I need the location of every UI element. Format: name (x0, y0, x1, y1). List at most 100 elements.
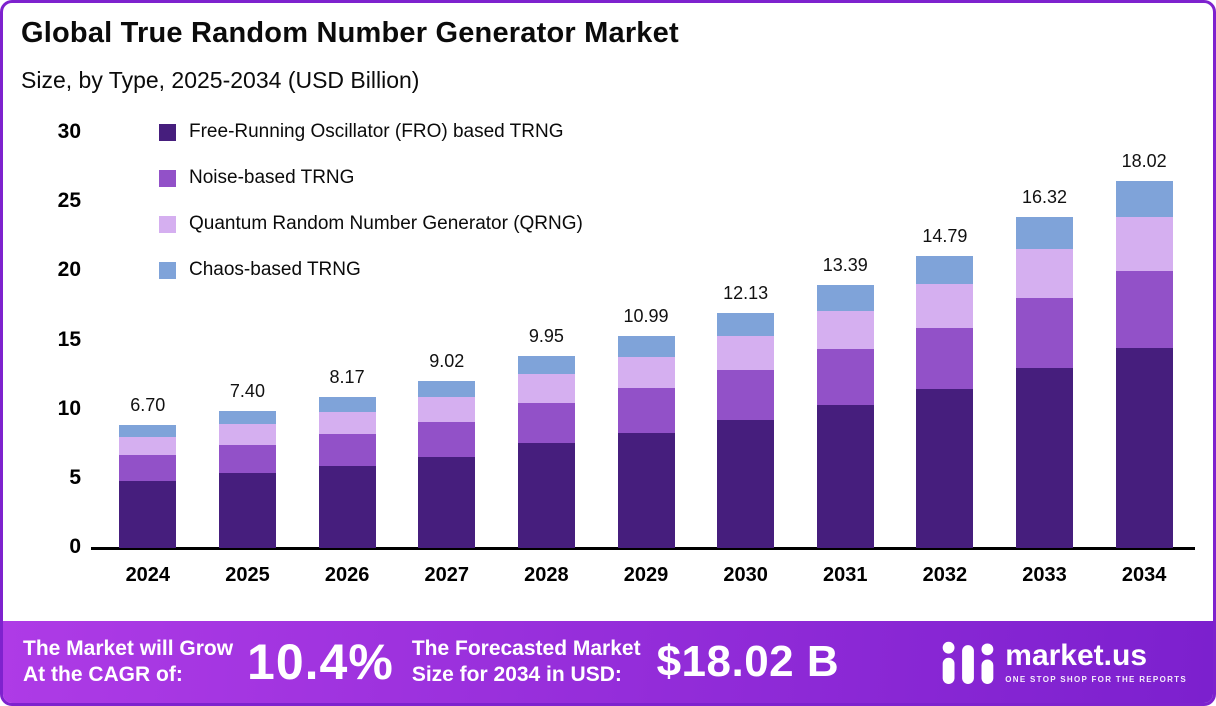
forecast-label: The Forecasted Market Size for 2034 in U… (412, 636, 641, 687)
bar-segment (418, 396, 476, 422)
x-axis-label: 2026 (324, 564, 370, 586)
bar-segment (816, 349, 874, 405)
chart-legend: Free-Running Oscillator (FRO) based TRNG… (159, 121, 583, 281)
page-title: Global True Random Number Generator Mark… (21, 17, 679, 49)
bar-total-label: 16.32 (1022, 187, 1068, 208)
bar-segment (617, 336, 675, 357)
legend-label: Chaos-based TRNG (189, 259, 361, 280)
x-axis-label: 2025 (225, 564, 270, 586)
bar-segment (318, 465, 376, 548)
bar-segment (119, 436, 177, 456)
legend-swatch (159, 261, 176, 279)
bar-segment (1016, 249, 1074, 299)
footer-banner: The Market will Grow At the CAGR of: 10.… (3, 621, 1213, 703)
stacked-bar-chart: Free-Running Oscillator (FRO) based TRNG… (3, 3, 1213, 703)
bar-segment (1016, 298, 1074, 368)
legend-label: Noise-based TRNG (189, 167, 355, 188)
x-axis-label: 2034 (1121, 564, 1167, 586)
bar-segment (517, 443, 575, 548)
brand-tagline: ONE STOP SHOP FOR THE REPORTS (1005, 674, 1187, 684)
x-axis-label: 2028 (524, 564, 569, 586)
y-axis-tick-label: 5 (69, 465, 81, 489)
bar-segment (916, 284, 974, 328)
bar-segment (119, 424, 177, 437)
bar-segment (1115, 348, 1173, 548)
bar-total-label: 9.02 (429, 350, 465, 371)
cagr-label: The Market will Grow At the CAGR of: (23, 636, 233, 687)
legend-label: Free-Running Oscillator (FRO) based TRNG (189, 121, 564, 142)
bar-segment (418, 380, 476, 397)
y-axis-tick-label: 20 (57, 258, 81, 282)
x-axis-label: 2032 (922, 564, 968, 586)
bar-segment (1016, 217, 1074, 250)
cagr-label-line2: At the CAGR of: (23, 663, 183, 686)
cagr-value: 10.4% (247, 634, 394, 690)
bar-segment (816, 404, 874, 548)
bar-segment (318, 397, 376, 412)
cagr-label-line1: The Market will Grow (23, 637, 234, 661)
y-axis-tick-label: 0 (69, 535, 81, 558)
bar-segment (119, 455, 177, 481)
legend-item: Quantum Random Number Generator (QRNG) (159, 213, 583, 235)
y-axis-tick-label: 30 (57, 120, 81, 143)
bar-total-label: 8.17 (329, 367, 365, 388)
x-axis-label: 2030 (723, 564, 768, 586)
forecast-label-line1: The Forecasted Market (411, 637, 641, 661)
forecast-label-line2: Size for 2034 in USD: (411, 663, 622, 686)
bar-segment (1115, 216, 1173, 272)
y-axis-tick-label: 25 (57, 189, 81, 213)
x-axis-label: 2027 (424, 564, 469, 586)
bar-total-label: 6.70 (130, 394, 166, 415)
y-axis-tick-label: 15 (57, 327, 81, 351)
marketus-brand: market.us ONE STOP SHOP FOR THE REPORTS (941, 638, 1193, 686)
bar-segment (717, 335, 775, 371)
legend-swatch (159, 169, 176, 187)
y-axis-tick-label: 10 (57, 396, 81, 420)
bar-segment (517, 374, 575, 403)
x-axis-line (91, 547, 1195, 550)
bar-segment (418, 421, 476, 457)
bar-segment (218, 473, 276, 548)
bar-segment (517, 402, 575, 444)
bar-segment (1016, 367, 1074, 548)
bar-segment (617, 388, 675, 433)
legend-item: Chaos-based TRNG (159, 259, 583, 281)
brand-name: market.us (1005, 638, 1148, 672)
bar-total-label: 13.39 (822, 255, 868, 276)
x-axis-label: 2031 (823, 564, 868, 586)
x-axis-label: 2029 (623, 564, 669, 586)
bar-total-label: 12.13 (723, 282, 769, 303)
bar-segment (717, 419, 775, 548)
legend-swatch (159, 123, 176, 141)
bar-segment (318, 411, 376, 435)
chart-subtitle: Size, by Type, 2025-2034 (USD Billion) (21, 67, 420, 93)
bar-segment (318, 434, 376, 466)
bar-segment (916, 388, 974, 548)
bar-segment (218, 424, 276, 445)
bar-segment (1115, 181, 1173, 217)
bar-total-label: 9.95 (528, 325, 564, 346)
bar-segment (218, 410, 276, 425)
forecast-value: $18.02 B (656, 637, 840, 686)
bar-segment (916, 256, 974, 285)
bar-total-label: 10.99 (623, 306, 669, 327)
legend-label: Quantum Random Number Generator (QRNG) (189, 213, 583, 234)
bar-segment (617, 356, 675, 389)
bar-segment (119, 480, 177, 548)
bar-segment (717, 312, 775, 336)
bar-segment (517, 355, 575, 375)
legend-swatch (159, 215, 176, 233)
legend-item: Noise-based TRNG (159, 167, 583, 189)
legend-item: Free-Running Oscillator (FRO) based TRNG (159, 121, 583, 143)
bar-segment (816, 310, 874, 350)
bar-segment (916, 327, 974, 389)
bar-segment (218, 444, 276, 474)
bar-segment (816, 285, 874, 311)
bar-total-label: 14.79 (922, 226, 968, 247)
bar-segment (1115, 271, 1173, 349)
bar-segment (717, 370, 775, 420)
bar-total-label: 18.02 (1121, 151, 1167, 172)
bar-segment (418, 456, 476, 548)
bar-segment (617, 432, 675, 548)
